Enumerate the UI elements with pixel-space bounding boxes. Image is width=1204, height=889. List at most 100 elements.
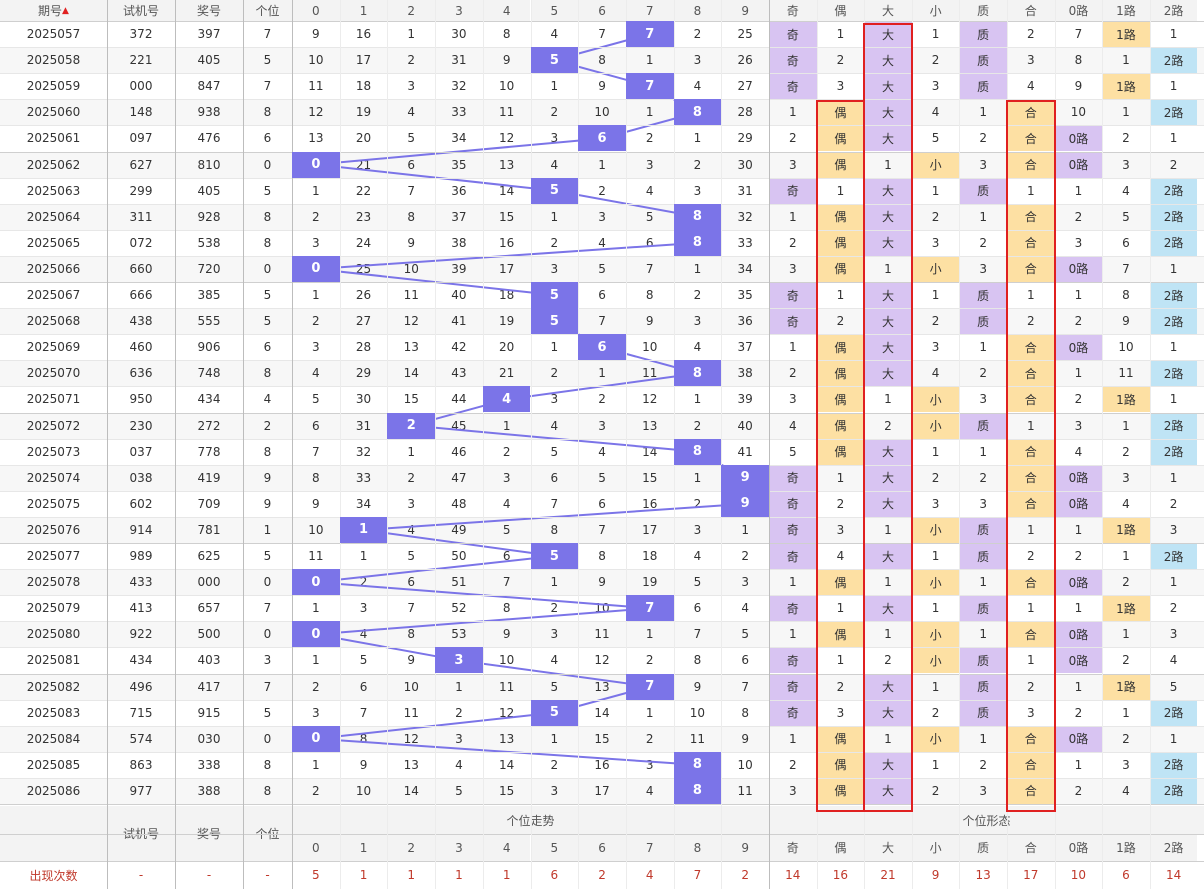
footer-form: 奇 xyxy=(769,834,817,861)
header-test-number: 试机号 xyxy=(107,0,175,21)
trend-cell: 9 xyxy=(502,627,511,642)
trend-cell: 3 xyxy=(550,392,559,407)
trend-cell: 2 xyxy=(550,757,559,772)
form-cell: 偶 xyxy=(816,99,865,126)
trend-cell: 9 xyxy=(312,496,320,511)
test-number-cell: 602 xyxy=(129,496,153,511)
form-cell: 2 xyxy=(1074,783,1083,798)
form-cell: 大 xyxy=(864,543,912,570)
trend-cell: 7 xyxy=(502,575,511,590)
prize-number-cell: 419 xyxy=(197,470,221,485)
trend-cell: 43 xyxy=(451,366,467,381)
form-cell: 3 xyxy=(1122,757,1130,772)
trend-cell: 2 xyxy=(550,105,559,120)
unit-cell: 7 xyxy=(263,601,272,616)
column-divider xyxy=(626,0,627,889)
unit-cell: 7 xyxy=(263,79,272,94)
form-cell: 1 xyxy=(1169,131,1178,146)
trend-cell: 3 xyxy=(312,340,320,355)
form-cell: 合 xyxy=(1007,777,1055,804)
trend-ball: 5 xyxy=(530,699,579,726)
trend-cell: 18 xyxy=(355,79,372,94)
trend-cell: 4 xyxy=(550,27,559,42)
form-cell: 2路 xyxy=(1149,47,1198,74)
issue-cell: 2025073 xyxy=(26,444,81,459)
form-cell: 3 xyxy=(836,522,845,537)
trend-count: 2 xyxy=(598,868,606,882)
form-cell: 1 xyxy=(788,575,797,590)
trend-cell: 46 xyxy=(451,444,467,459)
trend-cell: 1 xyxy=(693,131,702,146)
trend-count: 7 xyxy=(693,868,702,882)
issue-label: 期号 xyxy=(38,4,63,18)
trend-cell: 4 xyxy=(312,366,320,381)
header-issue[interactable]: 期号 ▲ xyxy=(0,0,107,21)
trend-cell: 2 xyxy=(693,418,702,433)
footer-digit: 4 xyxy=(482,834,531,861)
grid-line xyxy=(0,178,1204,179)
form-cell: 质 xyxy=(959,543,1007,570)
trend-ball: 8 xyxy=(673,99,722,126)
unit-cell: 8 xyxy=(263,783,272,798)
trend-cell: 24 xyxy=(355,235,372,250)
form-cell: 1 xyxy=(884,157,892,172)
trend-cell: 3 xyxy=(550,783,559,798)
form-cell: 合 xyxy=(1007,751,1055,778)
trend-cell: 27 xyxy=(355,314,372,329)
trend-cell: 8 xyxy=(502,601,511,616)
sort-arrow-icon[interactable]: ▲ xyxy=(62,5,69,16)
form-count: 9 xyxy=(931,868,940,882)
row-background xyxy=(0,464,1204,491)
form-cell: 0路 xyxy=(1054,151,1103,178)
unit-cell: 5 xyxy=(263,288,272,303)
grid-line xyxy=(0,752,1204,753)
test-number-cell: 914 xyxy=(129,522,153,537)
form-cell: 合 xyxy=(1007,386,1055,413)
trend-cell: 19 xyxy=(642,575,658,590)
test-number-cell: 989 xyxy=(129,549,153,564)
unit-cell: 2 xyxy=(263,418,272,433)
form-cell: 质 xyxy=(959,21,1007,48)
header-digit: 9 xyxy=(721,0,769,21)
form-cell: 6 xyxy=(1122,235,1130,250)
trend-cell: 13 xyxy=(308,131,324,146)
trend-cell: 11 xyxy=(308,79,324,94)
trend-cell: 25 xyxy=(737,27,753,42)
form-cell: 9 xyxy=(1122,314,1130,329)
trend-cell: 13 xyxy=(403,757,419,772)
trend-cell: 4 xyxy=(598,444,606,459)
trend-cell: 48 xyxy=(451,496,467,511)
form-cell: 大 xyxy=(864,125,912,152)
form-cell: 合 xyxy=(1007,569,1055,596)
trend-cell: 4 xyxy=(550,653,559,668)
trend-cell: 1 xyxy=(550,209,559,224)
trend-ball: 8 xyxy=(673,438,722,465)
form-cell: 合 xyxy=(1007,464,1055,491)
column-divider xyxy=(912,0,913,889)
trend-cell: 32 xyxy=(737,209,753,224)
form-cell: 1 xyxy=(884,392,892,407)
trend-ball: 2 xyxy=(387,412,436,439)
grid-line xyxy=(0,804,1204,805)
form-cell: 1路 xyxy=(1102,595,1150,622)
trend-cell: 12 xyxy=(403,731,419,746)
footer-trend-title: 个位走势 xyxy=(292,806,769,834)
trend-ball: 9 xyxy=(721,490,769,517)
trend-cell: 13 xyxy=(499,157,515,172)
form-cell: 3 xyxy=(836,79,845,94)
form-cell: 1 xyxy=(1169,731,1178,746)
form-cell: 偶 xyxy=(816,777,865,804)
form-cell: 合 xyxy=(1007,229,1055,256)
form-cell: 4 xyxy=(788,418,797,433)
column-divider xyxy=(721,0,722,889)
footer-form: 大 xyxy=(864,834,912,861)
trend-cell: 16 xyxy=(499,235,515,250)
grid-line xyxy=(0,465,1204,466)
trend-cell: 6 xyxy=(741,653,749,668)
unit-cell: 0 xyxy=(263,157,272,172)
trend-cell: 35 xyxy=(451,157,467,172)
trend-cell: 34 xyxy=(737,261,753,276)
form-cell: 4 xyxy=(931,105,940,120)
prize-number-cell: 657 xyxy=(197,601,221,616)
